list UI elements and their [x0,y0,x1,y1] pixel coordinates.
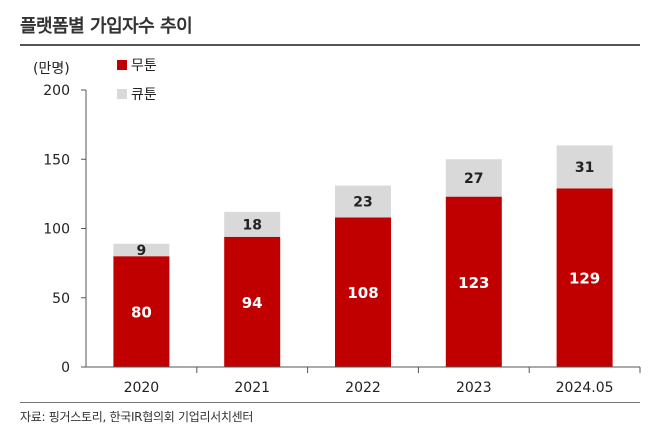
x-tick-label: 2021 [234,380,270,396]
legend-swatch [117,89,127,99]
chart-title: 플랫폼별 가입자수 추이 [20,16,193,37]
y-axis-unit-label: (만명) [33,61,70,77]
data-label-qtoon: 31 [575,160,594,176]
x-tick-label: 2024.05 [556,380,614,396]
data-label-mutoon: 123 [458,274,489,292]
data-label-mutoon: 94 [242,294,263,312]
legend-swatch [117,60,127,70]
data-label-qtoon: 23 [353,194,372,210]
data-label-mutoon: 80 [131,304,152,322]
footer-divider [20,402,640,403]
bar-qtoon [445,159,502,197]
y-tick-label: 150 [43,152,70,168]
x-axis: 2020 2021 2022 2023 2024.05 [86,366,641,396]
bar-mutoon [556,188,613,367]
y-tick-label: 200 [43,83,70,99]
y-axis: 0 50 100 150 200 [43,83,87,376]
bar-qtoon [224,211,281,237]
source-note: 자료: 핑거스토리, 한국IR협의회 기업리서치센터 [20,410,254,424]
bar-qtoon [335,185,391,218]
legend-label: 큐툰 [131,87,157,103]
x-tick-label: 2022 [345,380,381,396]
bar-mutoon [335,217,391,367]
data-label-qtoon: 18 [242,217,261,233]
bar-mutoon [113,256,170,367]
data-label-qtoon: 27 [464,171,483,187]
bar-mutoon [445,196,502,367]
y-tick-label: 50 [52,291,70,307]
y-tick-label: 0 [61,360,70,376]
bar-mutoon [224,236,281,367]
title-divider [20,44,640,46]
bar-qtoon [556,145,613,189]
data-label-mutoon: 129 [569,270,600,288]
data-label-mutoon: 108 [347,284,378,302]
legend-label: 무툰 [131,58,157,74]
bars: 80 9 94 18 108 23 123 27 129 31 [113,145,613,367]
data-label-qtoon: 9 [137,243,147,259]
x-tick-label: 2023 [456,380,492,396]
x-tick-label: 2020 [124,380,160,396]
y-tick-label: 100 [43,222,70,238]
bar-qtoon [113,243,170,257]
